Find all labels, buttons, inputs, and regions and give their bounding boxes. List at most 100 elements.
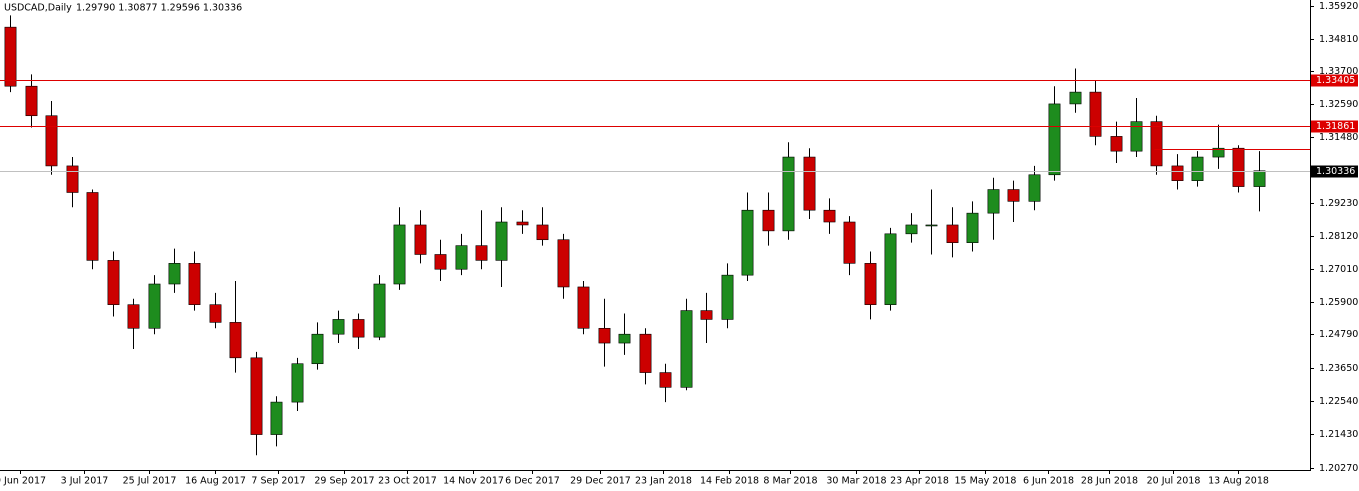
candle-body [987, 189, 1000, 214]
candle-body [495, 221, 508, 261]
y-tick-label: 1.29230 [1319, 198, 1358, 209]
candle-body [393, 224, 406, 285]
x-tick-label: 29 Dec 2017 [570, 476, 631, 487]
price-level-label: 1.30336 [1316, 166, 1355, 177]
x-tick-label: 23 Jan 2018 [635, 476, 692, 487]
candle-body [925, 224, 938, 227]
candle-body [516, 221, 529, 226]
candle-body [966, 212, 979, 243]
candle-body [229, 322, 242, 359]
candle-body [1007, 189, 1020, 202]
y-tick-label: 1.27010 [1319, 264, 1358, 275]
candle-body [270, 401, 283, 435]
x-tick-label: 7 Sep 2017 [251, 476, 305, 487]
y-tick-label: 1.34810 [1319, 34, 1358, 45]
x-tick-label: 29 Sep 2017 [314, 476, 374, 487]
chart-title: USDCAD,Daily [4, 3, 72, 14]
candle-body [659, 372, 672, 388]
y-tick-label: 1.28120 [1319, 231, 1358, 242]
candle-body [250, 357, 263, 435]
candle-body [1253, 170, 1266, 187]
x-tick-label: 23 Oct 2017 [378, 476, 437, 487]
candle-body [1048, 103, 1061, 176]
candle-body [352, 319, 365, 338]
y-tick-label: 1.25900 [1319, 297, 1358, 308]
candle-body [455, 245, 468, 270]
candle-body [639, 333, 652, 373]
x-tick-label: 8 Mar 2018 [763, 476, 817, 487]
x-tick-label: 28 Jun 2018 [1081, 476, 1138, 487]
candle-body [332, 319, 345, 335]
candle-body [475, 245, 488, 261]
x-tick-label: 6 Jun 2018 [1023, 476, 1074, 487]
ohlc-header: 1.29790 1.30877 1.29596 1.30336 [76, 3, 242, 14]
candle-body [1232, 147, 1245, 187]
candle-body [4, 26, 17, 87]
candle-body [66, 165, 79, 193]
y-tick-label: 1.31480 [1319, 132, 1358, 143]
candle-body [884, 233, 897, 305]
candle-body [803, 156, 816, 211]
candle-body [25, 85, 38, 117]
x-tick-label: 20 Jul 2018 [1147, 476, 1201, 487]
candle-body [291, 363, 304, 403]
candle-body [373, 283, 386, 338]
candle-body [1069, 91, 1082, 105]
candle-body [414, 224, 427, 255]
candle-body [1150, 121, 1163, 167]
candle-body [577, 286, 590, 329]
candle-body [1089, 91, 1102, 137]
candle-body [209, 304, 222, 323]
candle-body [1171, 165, 1184, 181]
x-tick-label: 3 Jul 2017 [61, 476, 109, 487]
y-tick-label: 1.22540 [1319, 396, 1358, 407]
candle-body [107, 260, 120, 305]
candle-body [168, 263, 181, 285]
x-tick-label: 13 Aug 2018 [1208, 476, 1269, 487]
candle-body [1110, 136, 1123, 152]
candle-body [843, 221, 856, 264]
candle-body [127, 304, 140, 329]
candle-body [905, 224, 918, 235]
candle-body [1130, 121, 1143, 152]
candle-body [557, 239, 570, 288]
x-tick-label: 15 May 2018 [955, 476, 1017, 487]
candle-body [721, 274, 734, 320]
y-tick-label: 1.24790 [1319, 329, 1358, 340]
y-tick-label: 1.33700 [1319, 66, 1358, 77]
candle-body [741, 209, 754, 276]
y-tick-label: 1.20270 [1319, 463, 1358, 474]
candle-body [782, 156, 795, 232]
candle-body [536, 224, 549, 241]
candle-body [700, 310, 713, 320]
candle-body [188, 263, 201, 305]
candle-body [864, 263, 877, 305]
price-level-box [1311, 165, 1358, 178]
x-tick-label: 14 Feb 2018 [700, 476, 759, 487]
candle-body [1191, 156, 1204, 181]
candle-body [762, 209, 775, 232]
candle-body [148, 283, 161, 329]
candle-body [45, 115, 58, 167]
candle-body [946, 224, 959, 243]
x-tick-label: 25 Jul 2017 [123, 476, 177, 487]
candle-body [598, 327, 611, 344]
candle-body [823, 209, 836, 223]
y-tick-label: 1.23650 [1319, 363, 1358, 374]
x-tick-label: 30 Mar 2018 [826, 476, 886, 487]
x-tick-label: 6 Dec 2017 [505, 476, 560, 487]
x-tick-label: 16 Aug 2017 [185, 476, 246, 487]
price-level-box [1311, 74, 1358, 87]
x-tick-label: 14 Nov 2017 [443, 476, 504, 487]
candle-body [618, 333, 631, 344]
price-level-label: 1.31861 [1316, 121, 1355, 132]
price-level-label: 1.33405 [1316, 75, 1355, 86]
x-tick-label: 9 Jun 2017 [0, 476, 46, 487]
x-tick-label: 23 Apr 2018 [890, 476, 949, 487]
candle-body [434, 254, 447, 270]
y-tick-label: 1.35920 [1319, 1, 1358, 12]
candle-body [1028, 174, 1041, 202]
